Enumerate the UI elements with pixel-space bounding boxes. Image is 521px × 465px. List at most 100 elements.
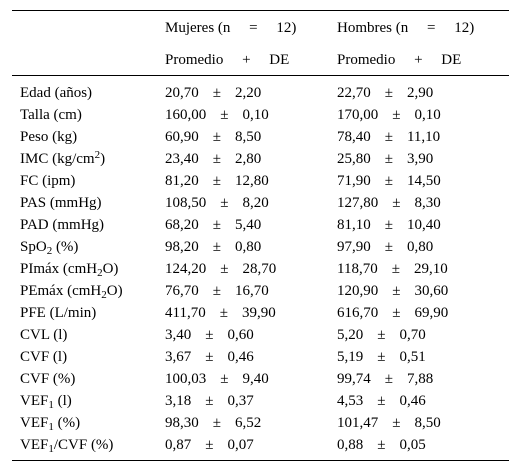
plus-minus-sign: ±	[219, 304, 228, 321]
mean-value-men: 71,90	[337, 172, 371, 189]
value-cell-women: 160,00 ±0,10	[165, 104, 337, 126]
value-cell-men: 99,74 ±7,88	[337, 368, 509, 390]
plus-minus-sign: ±	[384, 172, 393, 189]
mean-value-women: 411,70	[165, 304, 206, 321]
plus-minus-sign: ±	[384, 128, 393, 145]
mean-value-women: 108,50	[165, 194, 207, 211]
row-label: Peso (kg)	[12, 126, 165, 148]
row-label-text: PFE (L/min)	[20, 304, 97, 321]
row-label-suffix: )	[100, 150, 106, 167]
row-label: Talla (cm)	[12, 104, 165, 126]
plus-minus-sign: ±	[212, 150, 221, 167]
header-group-men: Hombres (n = 12)	[337, 19, 475, 36]
plus-minus-sign: ±	[384, 150, 393, 167]
value-cell-men: 97,90 ±0,80	[337, 236, 509, 258]
row-label: SpO2 (%)	[12, 236, 165, 258]
sd-value-men: 10,40	[406, 216, 441, 233]
value-cell-women: 100,03 ±9,40	[165, 368, 337, 390]
sd-value-men: 0,70	[399, 326, 426, 343]
row-label-superscript: 2	[94, 148, 101, 161]
mean-value-women: 3,40	[165, 326, 192, 343]
mean-value-women: 100,03	[165, 370, 207, 387]
row-label: CVF (%)	[12, 368, 165, 390]
mean-value-men: 97,90	[337, 238, 371, 255]
value-cell-women: 60,90 ±8,50	[165, 126, 337, 148]
table-row: Edad (años) 20,70 ±2,20 22,70 ±2,90	[12, 76, 509, 105]
value-cell-men: 616,70 ±69,90	[337, 302, 509, 324]
table-row: CVF (l) 3,67 ±0,46 5,19 ±0,51	[12, 346, 509, 368]
sd-value-women: 0,80	[234, 238, 262, 255]
sd-value-men: 2,90	[406, 84, 434, 101]
mean-value-men: 5,20	[337, 326, 364, 343]
table-row: PFE (L/min) 411,70 ±39,90 616,70 ±69,90	[12, 302, 509, 324]
mean-value-women: 124,20	[165, 260, 207, 277]
mean-value-men: 99,74	[337, 370, 371, 387]
plus-minus-sign: ±	[212, 238, 221, 255]
value-cell-women: 81,20 ±12,80	[165, 170, 337, 192]
row-label-subscript: 1	[48, 420, 54, 433]
mean-value-women: 23,40	[165, 150, 199, 167]
row-label-text: PEmáx (cmH	[20, 282, 102, 299]
value-cell-men: 127,80 ±8,30	[337, 192, 509, 214]
row-label-text: VEF	[20, 392, 49, 409]
mean-value-men: 127,80	[337, 194, 379, 211]
plus-minus-sign: ±	[212, 172, 221, 189]
sd-value-men: 29,10	[413, 260, 448, 277]
row-label-suffix: O)	[102, 260, 119, 277]
value-cell-women: 108,50 ±8,20	[165, 192, 337, 214]
plus-minus-sign: ±	[205, 326, 214, 343]
row-label: PImáx (cmH2O)	[12, 258, 165, 280]
row-label: FC (ipm)	[12, 170, 165, 192]
row-label-suffix: O)	[106, 282, 123, 299]
value-cell-men: 5,19 ±0,51	[337, 346, 509, 368]
value-cell-men: 170,00 ±0,10	[337, 104, 509, 126]
subheader-men: Promedio + DE	[337, 45, 509, 76]
sd-value-men: 0,46	[399, 392, 426, 409]
value-cell-women: 411,70 ±39,90	[165, 302, 337, 324]
plus-minus-sign: ±	[391, 260, 400, 277]
row-label-text: Peso (kg)	[20, 128, 78, 145]
mean-value-women: 76,70	[165, 282, 199, 299]
mean-value-men: 78,40	[337, 128, 371, 145]
mean-value-men: 81,10	[337, 216, 371, 233]
table-row: IMC (kg/cm2) 23,40 ±2,80 25,80 ±3,90	[12, 148, 509, 170]
sd-value-men: 8,50	[414, 414, 441, 431]
row-label-subscript: 2	[97, 266, 103, 279]
value-cell-men: 78,40 ±11,10	[337, 126, 509, 148]
sd-value-women: 6,52	[234, 414, 262, 431]
row-label: IMC (kg/cm2)	[12, 148, 165, 170]
value-cell-women: 98,20 ±0,80	[165, 236, 337, 258]
plus-minus-sign: ±	[212, 216, 221, 233]
mean-value-women: 98,20	[165, 238, 199, 255]
plus-minus-sign: ±	[377, 436, 386, 453]
table-row: SpO2 (%) 98,20 ±0,80 97,90 ±0,80	[12, 236, 509, 258]
value-cell-women: 98,30 ±6,52	[165, 412, 337, 434]
row-label-text: CVF (l)	[20, 348, 68, 365]
sd-value-women: 0,37	[227, 392, 254, 409]
row-label-text: VEF	[20, 436, 49, 453]
value-cell-men: 0,88 ±0,05	[337, 434, 509, 461]
sd-value-men: 0,10	[414, 106, 441, 123]
value-cell-men: 118,70 ±29,10	[337, 258, 509, 280]
row-label-subscript: 2	[46, 244, 53, 257]
sd-value-women: 0,07	[227, 436, 254, 453]
row-label-text: PAS (mmHg)	[20, 194, 102, 211]
table-header: Mujeres (n = 12) Hombres (n = 12) Promed…	[12, 10, 509, 76]
plus-minus-sign: ±	[392, 106, 401, 123]
value-cell-men: 120,90 ±30,60	[337, 280, 509, 302]
value-cell-women: 3,67 ±0,46	[165, 346, 337, 368]
sd-value-men: 3,90	[406, 150, 434, 167]
data-table: Mujeres (n = 12) Hombres (n = 12) Promed…	[12, 10, 509, 461]
value-cell-women: 20,70 ±2,20	[165, 76, 337, 105]
sd-value-women: 2,20	[234, 84, 262, 101]
plus-minus-sign: ±	[205, 348, 214, 365]
mean-value-women: 160,00	[165, 106, 207, 123]
row-label: PAD (mmHg)	[12, 214, 165, 236]
row-label-text: Talla (cm)	[20, 106, 82, 123]
value-cell-women: 23,40 ±2,80	[165, 148, 337, 170]
row-label-suffix: (%)	[52, 238, 79, 255]
row-label-text: PAD (mmHg)	[20, 216, 105, 233]
subheader-empty-cell	[12, 45, 165, 76]
sd-value-women: 0,60	[227, 326, 254, 343]
sd-value-men: 0,05	[399, 436, 426, 453]
